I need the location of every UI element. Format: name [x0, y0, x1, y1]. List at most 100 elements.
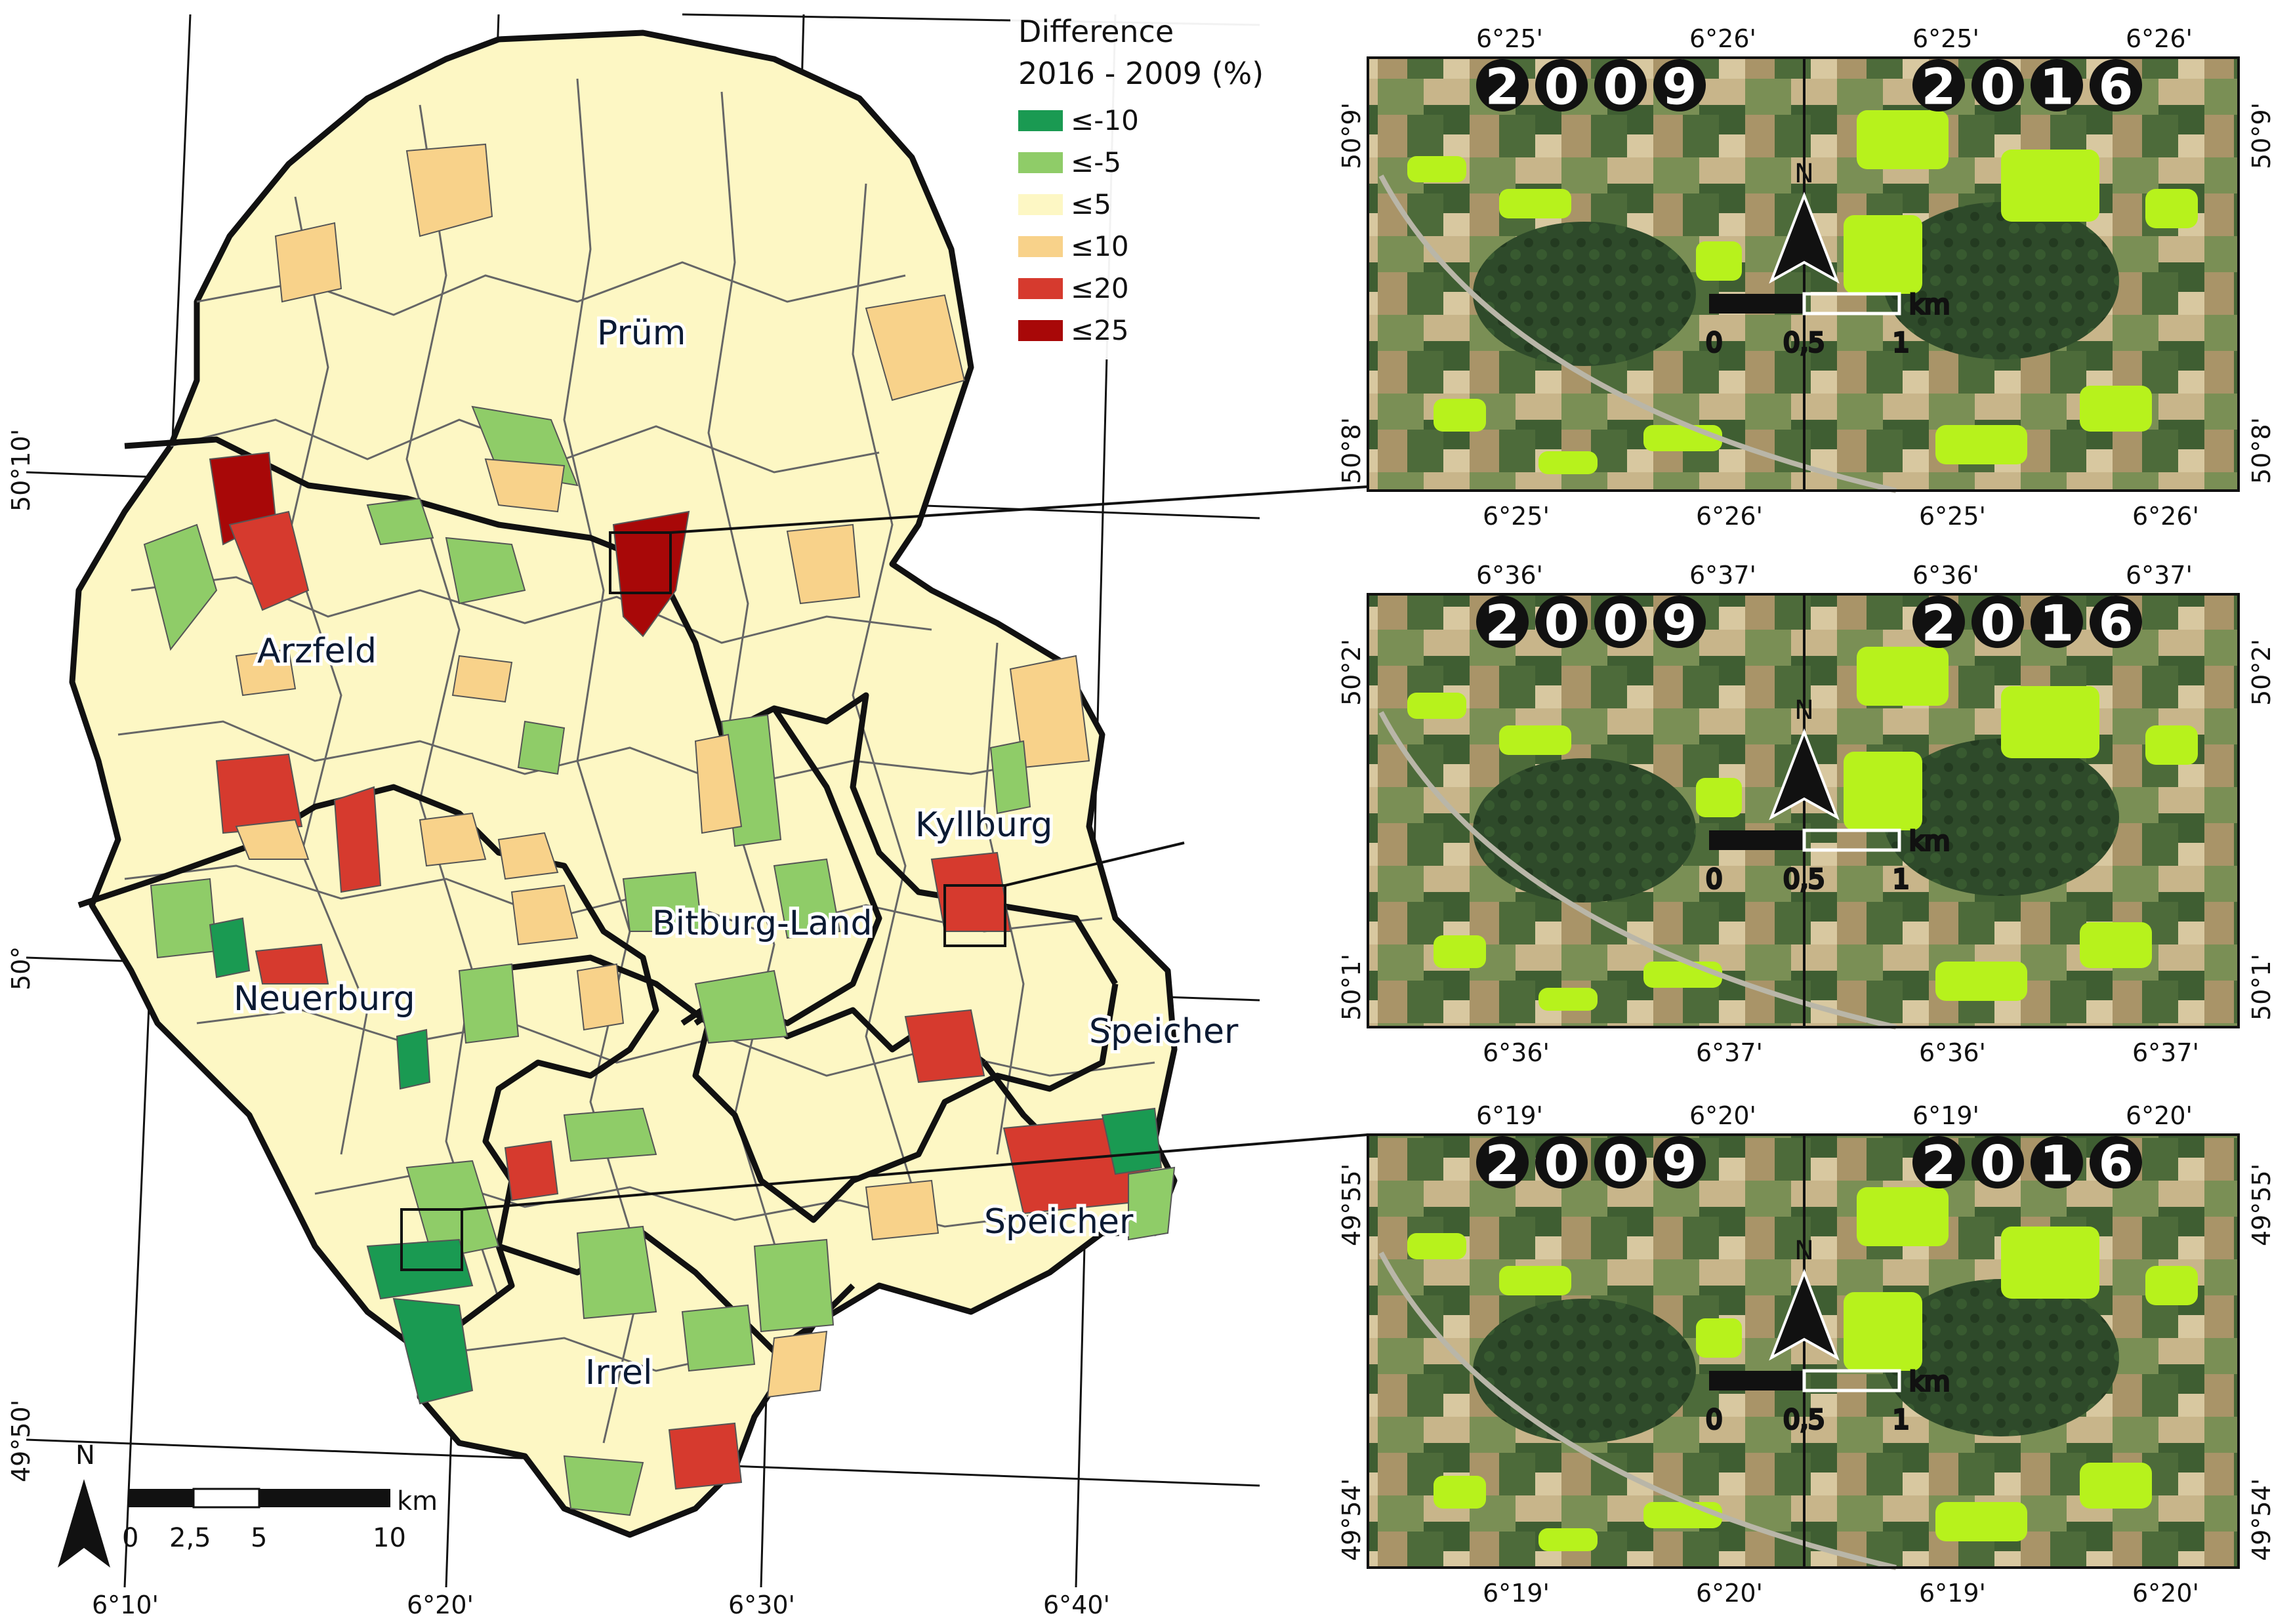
year-digit-bg — [1912, 596, 1965, 648]
district-label-speicher-lower: Speicher — [984, 1202, 1134, 1242]
district-label-speicher-upper: Speicher — [1089, 1012, 1239, 1051]
year-digit-bg — [2031, 1136, 2083, 1188]
inset-bottom-lon-label: 6°20' — [2132, 1579, 2199, 1608]
inset-scale-tick: 1 — [1893, 1405, 1909, 1435]
year-badge-right: 20162016 — [1912, 1135, 2142, 1193]
inset-right-lat-label: 50°9' — [2247, 102, 2276, 169]
highlighted-field — [2001, 1227, 2099, 1299]
year-digit: 6 — [2099, 594, 2134, 653]
year-digit: 0 — [1981, 594, 2015, 653]
inset-scale-white — [1802, 292, 1901, 315]
highlighted-field — [1935, 1502, 2027, 1541]
inset-scale-unit: km — [1909, 1367, 1950, 1397]
year-digit: 2 — [1485, 58, 1520, 116]
year-digit: 9 — [1662, 1135, 1697, 1193]
highlighted-field — [1407, 156, 1466, 182]
inset-top-lon-label: 6°25' — [1476, 24, 1543, 53]
scale-tick-5: 5 — [251, 1523, 267, 1553]
inset-left-lat-label: 50°1' — [1337, 954, 1366, 1021]
year-digit: 0 — [1603, 1135, 1638, 1193]
inset-3: 2009200920162016N00,51km6°19'6°20'6°19'6… — [1337, 1101, 2276, 1608]
highlighted-field — [2001, 686, 2099, 758]
lat-label-50-10: 50°10' — [7, 429, 35, 512]
inset-scale-tick: 0 — [1706, 328, 1722, 358]
legend-swatch-0 — [1018, 110, 1063, 131]
inset-top-lon-label: 6°20' — [1689, 1101, 1756, 1130]
inset-north-arrow-icon — [1769, 728, 1840, 821]
inset-north-label: N — [1794, 159, 1814, 189]
study-area-box-3 — [400, 1208, 463, 1271]
highlighted-field — [1643, 1502, 1722, 1528]
year-digit: 0 — [1981, 1135, 2015, 1193]
road — [1378, 711, 1897, 1030]
inset-scale-tick: 1 — [1893, 328, 1909, 358]
year-digit: 1 — [2040, 1135, 2074, 1193]
choropleth-patches — [143, 143, 1176, 1516]
highlighted-field — [1434, 935, 1486, 968]
year-badge-left: 20092009 — [1476, 58, 1706, 116]
year-badge-right: 20162016 — [1912, 58, 2142, 116]
year-digit-bg — [1535, 596, 1588, 648]
highlighted-field — [2145, 1266, 2198, 1305]
highlighted-field — [2145, 189, 2198, 228]
inset-top-lon-label: 6°36' — [1912, 561, 1979, 590]
forest-patch — [1473, 222, 1696, 366]
inset-north-arrow-icon — [1769, 1269, 1840, 1361]
inset-left-lat-label: 49°54' — [1337, 1478, 1366, 1561]
inset-north-arrow-icon — [1769, 192, 1840, 284]
inset-top-lon-label: 6°19' — [1912, 1101, 1979, 1130]
year-digit: 0 — [1603, 58, 1638, 116]
year-digit: 2 — [1922, 594, 1956, 653]
inset-scale-tick: 1 — [1893, 864, 1909, 895]
legend-swatch-2 — [1018, 194, 1063, 215]
year-badge-right: 20162016 — [1912, 594, 2142, 653]
inset-right-lat-label: 49°55' — [2247, 1164, 2276, 1246]
highlighted-field — [1844, 215, 1922, 294]
study-area-boxes — [400, 531, 1006, 1271]
inset-bottom-lon-label: 6°37' — [1696, 1038, 1763, 1067]
highlighted-field — [1499, 189, 1571, 218]
forest-patch — [1883, 1279, 2119, 1436]
year-digit: 2 — [1922, 1135, 1956, 1193]
inset-scale-black — [1709, 1371, 1804, 1391]
legend-swatch-3 — [1018, 236, 1063, 257]
legend-label-1: ≤-5 — [1071, 146, 1121, 178]
inset-left-lat-label: 50°2' — [1337, 639, 1366, 706]
highlighted-field — [1407, 693, 1466, 719]
legend-title-line1: Difference — [1018, 14, 1174, 49]
year-digit-bg — [2090, 596, 2142, 648]
lon-label-6-10: 6°10' — [92, 1591, 159, 1619]
legend-swatch-1 — [1018, 152, 1063, 173]
highlighted-field — [1844, 1292, 1922, 1371]
year-digit: 9 — [1662, 594, 1697, 653]
inset-bottom-lon-label: 6°36' — [1919, 1038, 1986, 1067]
legend-label-4: ≤20 — [1071, 272, 1129, 304]
inset-scale-unit: km — [1909, 290, 1950, 320]
year-digit-bg — [2090, 59, 2142, 112]
inset-scale-tick: 0,5 — [1783, 1405, 1825, 1435]
inset-bottom-lon-label: 6°37' — [2132, 1038, 2199, 1067]
year-digit-bg — [1912, 59, 1965, 112]
inset-top-lon-label: 6°36' — [1476, 561, 1543, 590]
forest-patch — [1883, 739, 2119, 896]
inset-bottom-lon-label: 6°25' — [1483, 502, 1550, 531]
legend-label-5: ≤25 — [1071, 314, 1129, 346]
inset-scale-black — [1709, 830, 1804, 850]
highlighted-field — [1696, 1318, 1742, 1358]
lat-label-49-50: 49°50' — [7, 1400, 35, 1482]
year-badge-left: 20092009 — [1476, 594, 1706, 653]
year-digit: 9 — [1662, 58, 1697, 116]
lon-label-6-40: 6°40' — [1043, 1591, 1110, 1619]
year-digit-bg — [1912, 1136, 1965, 1188]
district-label-arzfeld: Arzfeld — [257, 632, 377, 671]
scale-tick-2-5: 2,5 — [169, 1523, 211, 1553]
highlighted-field — [1538, 451, 1598, 474]
inset-top-lon-label: 6°19' — [1476, 1101, 1543, 1130]
legend: Difference 2016 - 2009 (%) ≤-10≤-5≤5≤10≤… — [1010, 12, 1264, 359]
year-digit-bg — [1594, 59, 1647, 112]
highlighted-field — [1696, 241, 1742, 281]
lon-label-6-20: 6°20' — [407, 1591, 474, 1619]
inset-north-label: N — [1794, 1236, 1814, 1266]
inset-bottom-lon-label: 6°26' — [1696, 502, 1763, 531]
north-arrow: N — [58, 1440, 110, 1568]
